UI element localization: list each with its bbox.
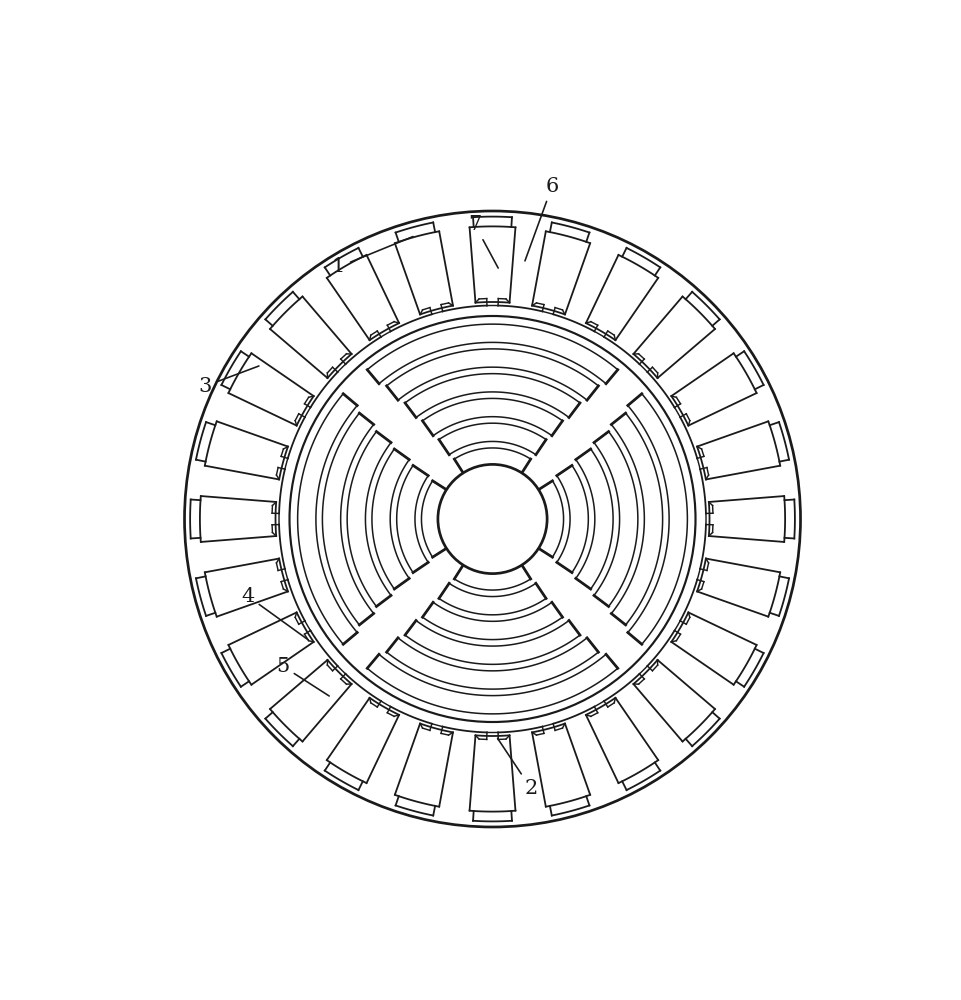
Text: 5: 5 bbox=[276, 656, 330, 696]
Text: 7: 7 bbox=[468, 216, 498, 268]
Circle shape bbox=[438, 464, 547, 574]
Text: 3: 3 bbox=[199, 366, 259, 395]
Text: 2: 2 bbox=[498, 738, 537, 798]
Circle shape bbox=[185, 211, 801, 827]
Circle shape bbox=[289, 316, 696, 722]
Text: 1: 1 bbox=[332, 237, 413, 276]
Text: 6: 6 bbox=[525, 177, 558, 261]
Text: 4: 4 bbox=[241, 586, 308, 640]
